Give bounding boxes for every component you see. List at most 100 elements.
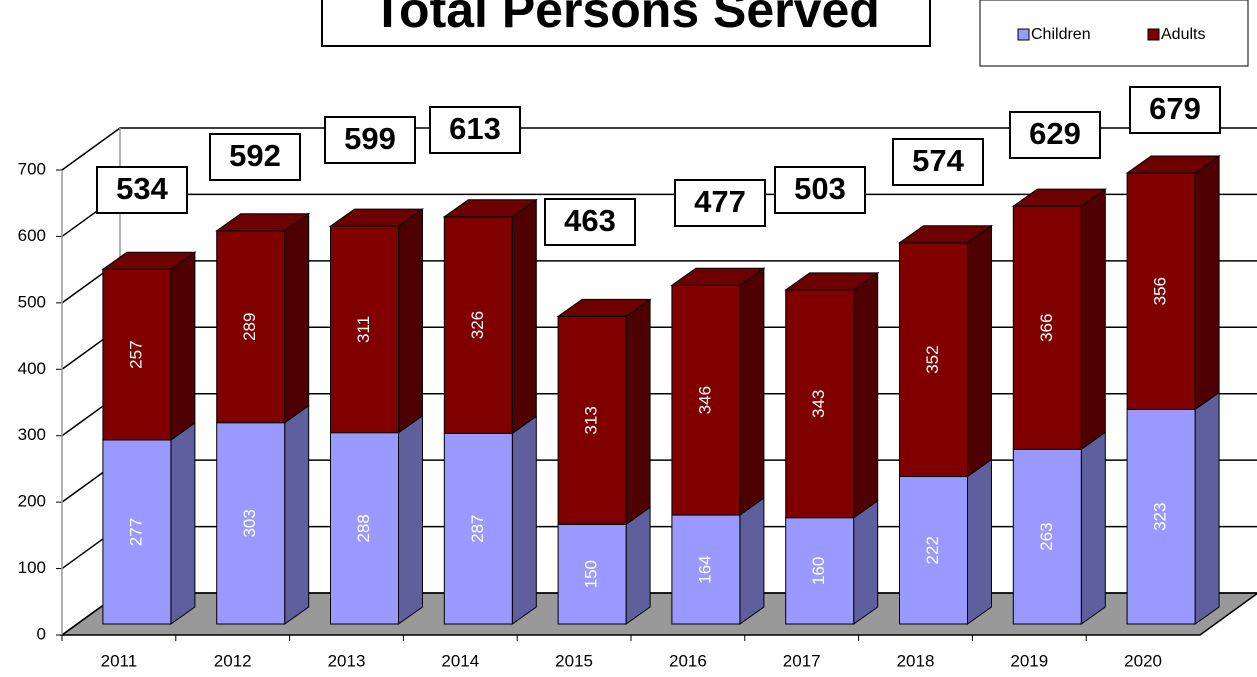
bar — [671, 514, 741, 625]
bar-side — [1080, 431, 1106, 625]
x-tick-label: 2018 — [897, 651, 935, 670]
bar-top — [215, 213, 311, 232]
bar — [102, 268, 172, 441]
y-tick-label: 400 — [18, 359, 46, 378]
legend-swatch — [1017, 28, 1030, 41]
bar — [216, 230, 286, 424]
bar — [102, 439, 172, 625]
bar — [330, 432, 399, 625]
x-tick-label: 2014 — [441, 651, 479, 670]
bar — [330, 225, 399, 434]
x-tick-label: 2019 — [1010, 651, 1048, 670]
bar — [671, 284, 741, 516]
annotation-box — [96, 166, 188, 214]
value-label: 288 — [354, 514, 373, 542]
bar-top — [556, 298, 652, 317]
title-box — [321, 0, 931, 47]
bar-side — [739, 267, 765, 517]
x-tick-label: 2020 — [1124, 651, 1162, 670]
bar-top — [670, 267, 766, 286]
x-tick-label: 2016 — [669, 651, 707, 670]
legend-label: Adults — [1161, 26, 1205, 43]
bar-top — [784, 272, 880, 291]
value-label: 311 — [354, 316, 373, 343]
bar-top — [1125, 155, 1221, 174]
bar-top — [442, 199, 538, 218]
bar — [1126, 172, 1196, 410]
bar-side — [170, 422, 196, 625]
x-tick-label: 2011 — [101, 651, 138, 670]
value-label: 222 — [923, 536, 942, 564]
annotation: 629 — [1029, 116, 1081, 151]
bar-side — [1080, 188, 1106, 451]
bar — [785, 517, 855, 625]
y-tick-label: 500 — [18, 292, 46, 311]
bar-side — [398, 414, 423, 625]
annotation: 534 — [116, 171, 168, 206]
legend-swatch — [1147, 28, 1160, 41]
bar-side — [1194, 391, 1220, 625]
value-label: 257 — [126, 340, 145, 368]
annotation: 463 — [564, 203, 616, 238]
bar — [557, 315, 627, 525]
value-label: 366 — [1037, 314, 1056, 342]
y-tick-label: 100 — [18, 558, 46, 577]
bar-side — [853, 499, 879, 625]
annotation-box — [544, 198, 636, 246]
x-tick-label: 2017 — [783, 651, 821, 670]
bar — [899, 476, 968, 625]
bar-side — [967, 224, 992, 478]
bar — [216, 422, 286, 625]
value-label: 289 — [240, 313, 259, 341]
x-tick-label: 2012 — [214, 651, 252, 670]
legend-label: Children — [1031, 26, 1091, 43]
annotation-box — [429, 106, 521, 154]
annotation-box — [209, 133, 301, 181]
y-tick-label: 200 — [18, 492, 46, 511]
value-label: 326 — [468, 311, 487, 339]
value-label: 343 — [809, 390, 828, 418]
bar — [1012, 205, 1082, 450]
value-label: 346 — [695, 386, 714, 414]
value-label: 263 — [1037, 522, 1056, 550]
value-label: 356 — [1151, 277, 1170, 305]
annotation: 613 — [449, 111, 501, 146]
bar-side — [739, 497, 765, 625]
bar — [443, 216, 513, 434]
annotation-box — [1009, 111, 1101, 159]
bar-top — [101, 251, 197, 270]
bar-side — [967, 458, 992, 625]
y-tick-label: 600 — [18, 226, 46, 245]
bar-side — [511, 415, 537, 625]
annotation: 477 — [694, 184, 746, 219]
value-label: 160 — [809, 557, 828, 585]
bar — [1012, 448, 1082, 625]
annotation-box — [892, 138, 984, 186]
annotation-box — [674, 179, 766, 227]
bar-side — [284, 404, 310, 625]
annotation-box — [324, 116, 416, 164]
bar-top — [897, 225, 994, 244]
y-tick-label: 300 — [18, 425, 46, 444]
annotation-box — [1129, 86, 1221, 134]
bar — [899, 242, 968, 478]
value-label: 277 — [126, 518, 145, 546]
value-label: 287 — [468, 514, 487, 542]
annotation: 592 — [229, 138, 281, 173]
bar-side — [625, 506, 651, 625]
bar-side — [511, 198, 537, 435]
annotation-box — [774, 166, 866, 214]
chart-title: Total Persons Served — [372, 0, 880, 38]
annotation: 503 — [794, 171, 846, 206]
bar-side — [625, 298, 651, 526]
y-tick-label: 700 — [18, 159, 46, 178]
annotation: 599 — [344, 121, 396, 156]
value-label: 303 — [240, 509, 259, 537]
value-label: 150 — [582, 560, 601, 588]
bar — [1126, 408, 1196, 625]
bar-top — [328, 208, 425, 227]
y-tick-label: 0 — [37, 624, 46, 643]
bar-side — [1194, 154, 1220, 411]
bar-side — [398, 208, 423, 434]
